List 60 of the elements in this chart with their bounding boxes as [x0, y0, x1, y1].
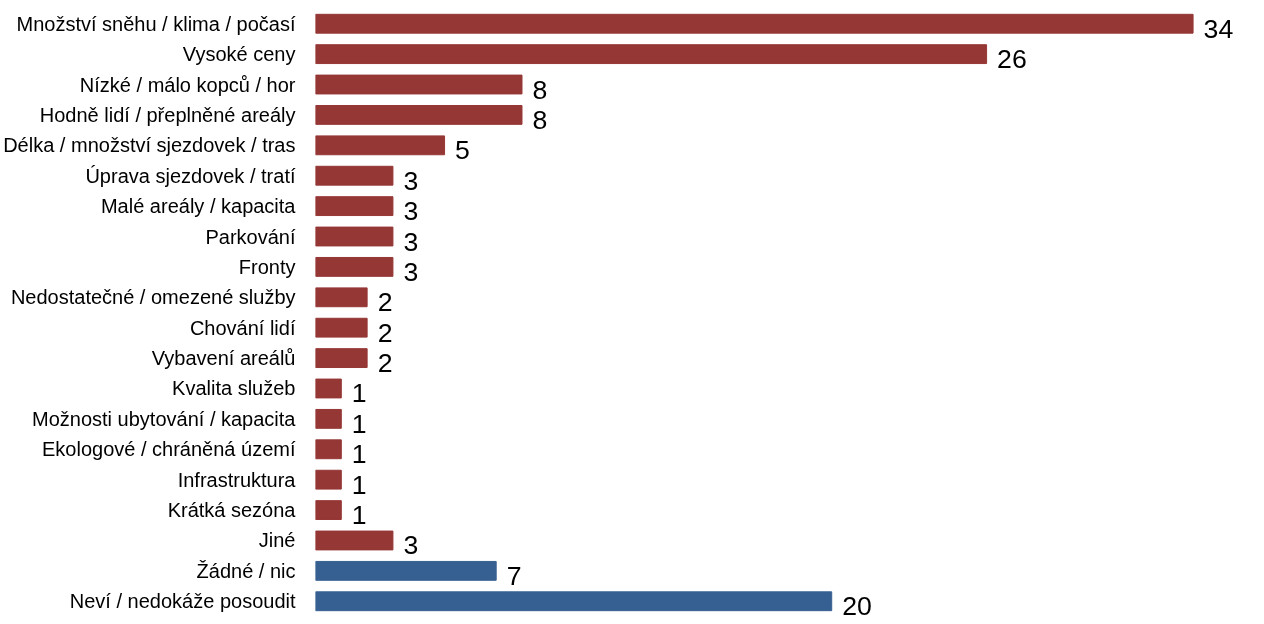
y-tick-label: Úprava sjezdovek / tratí — [85, 164, 296, 187]
y-tick-label: Možnosti ubytování / kapacita — [32, 407, 297, 430]
y-tick-label: Množství sněhu / klima / počasí — [16, 12, 296, 35]
data-label: 8 — [532, 104, 548, 135]
data-label: 5 — [455, 135, 470, 166]
bar — [315, 13, 1194, 34]
y-tick-label: Krátká sezóna — [167, 499, 297, 522]
bar — [315, 165, 394, 186]
y-tick-label: Žádné / nic — [196, 559, 296, 582]
data-label: 1 — [351, 500, 367, 531]
bar — [315, 317, 368, 338]
bar — [315, 530, 394, 551]
y-tick-label: Vybavení areálů — [151, 347, 296, 370]
bar — [315, 44, 988, 65]
bar — [315, 560, 497, 581]
y-tick-label: Nízké / málo kopců / hor — [79, 73, 296, 96]
bar — [315, 469, 342, 490]
bar — [315, 348, 368, 369]
y-tick-label: Malé areály / kapacita — [100, 195, 297, 218]
y-tick-label: Hodně lidí / přeplněné areály — [39, 103, 296, 126]
bar — [315, 256, 394, 277]
data-label: 2 — [377, 287, 393, 318]
data-label: 3 — [403, 530, 419, 561]
bar — [315, 439, 342, 460]
data-label: 1 — [351, 439, 367, 470]
bar — [315, 196, 394, 217]
data-label: 2 — [377, 317, 393, 348]
bar — [315, 500, 342, 520]
y-tick-label: Chování lidí — [189, 316, 296, 339]
bar — [315, 408, 342, 429]
data-label: 20 — [842, 591, 872, 622]
data-label: 26 — [997, 44, 1027, 75]
bar — [315, 135, 446, 156]
data-label: 3 — [403, 165, 419, 196]
data-label: 3 — [403, 226, 419, 257]
data-label: 3 — [403, 256, 419, 287]
data-label: 3 — [403, 196, 419, 227]
bar — [315, 105, 523, 125]
data-label: 1 — [351, 378, 367, 409]
data-label: 1 — [351, 408, 367, 439]
data-label: 8 — [532, 74, 548, 105]
bar — [315, 378, 342, 399]
y-tick-label: Parkování — [205, 225, 296, 248]
y-tick-label: Délka / množství sjezdovek / tras — [3, 134, 296, 157]
y-tick-label: Infrastruktura — [177, 468, 297, 491]
y-tick-label: Jiné — [258, 529, 296, 552]
data-label: 7 — [506, 560, 522, 591]
bar — [315, 74, 523, 95]
y-tick-label: Nedostatečné / omezené služby — [10, 286, 296, 309]
bar — [315, 591, 833, 612]
y-tick-label: Fronty — [238, 255, 296, 278]
y-tick-label: Kvalita služeb — [172, 377, 296, 400]
data-label: 34 — [1203, 13, 1234, 44]
bar — [315, 226, 394, 247]
y-tick-label: Neví / nedokáže posoudit — [69, 590, 296, 613]
data-label: 1 — [351, 469, 367, 500]
data-label: 2 — [377, 348, 393, 379]
y-tick-label: Vysoké ceny — [182, 43, 296, 66]
y-tick-label: Ekologové / chráněná území — [42, 438, 296, 461]
bar — [315, 287, 368, 308]
